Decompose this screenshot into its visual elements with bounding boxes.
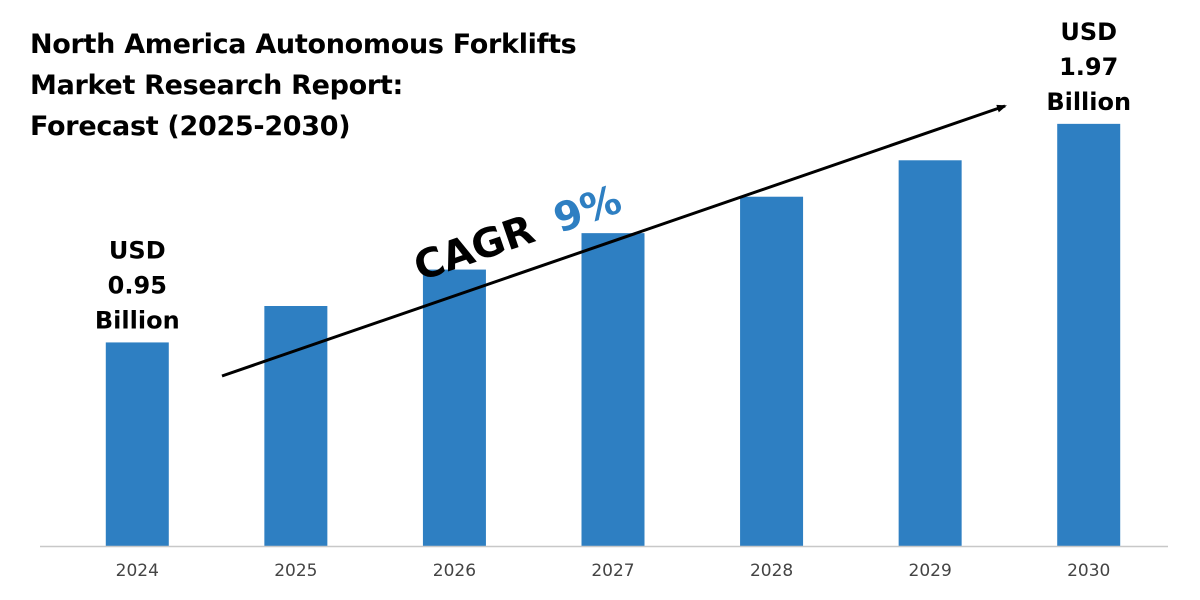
x-tick-2028: 2028: [750, 561, 793, 581]
chart-title-line-3: Forecast (2025-2030): [30, 111, 351, 142]
x-tick-2024: 2024: [116, 561, 159, 581]
bar-2026: [422, 269, 486, 546]
end-value-label: USD 1.97 Billion: [1046, 18, 1131, 116]
chart-title: North America Autonomous Forklifts Marke…: [30, 24, 650, 147]
x-tick-2030: 2030: [1067, 561, 1110, 581]
chart-title-line-2: Market Research Report:: [30, 70, 403, 101]
bars-group: [105, 123, 1121, 547]
bar-2025: [264, 306, 328, 546]
bar-2029: [898, 160, 962, 547]
x-tick-2025: 2025: [274, 561, 317, 581]
end-value-line-3: Billion: [1046, 88, 1131, 116]
x-tick-2027: 2027: [591, 561, 634, 581]
bar-2030: [1057, 123, 1121, 546]
bar-2028: [740, 196, 804, 546]
start-value-line-2: 0.95: [108, 271, 167, 299]
chart-title-line-1: North America Autonomous Forklifts: [30, 29, 577, 60]
x-tick-2029: 2029: [909, 561, 952, 581]
start-value-label: USD 0.95 Billion: [95, 236, 180, 334]
cagr-value: 9%: [548, 177, 627, 243]
start-value-line-1: USD: [109, 236, 166, 264]
start-value-line-3: Billion: [95, 306, 180, 334]
bar-2024: [105, 342, 169, 546]
end-value-line-2: 1.97: [1059, 53, 1118, 81]
end-value-line-1: USD: [1060, 18, 1117, 46]
bar-2027: [581, 233, 645, 546]
growth-arrow: [221, 104, 1007, 378]
x-tick-2026: 2026: [433, 561, 476, 581]
x-tick-labels: 2024 2025 2026 2027 2028 2029 2030: [116, 561, 1111, 581]
